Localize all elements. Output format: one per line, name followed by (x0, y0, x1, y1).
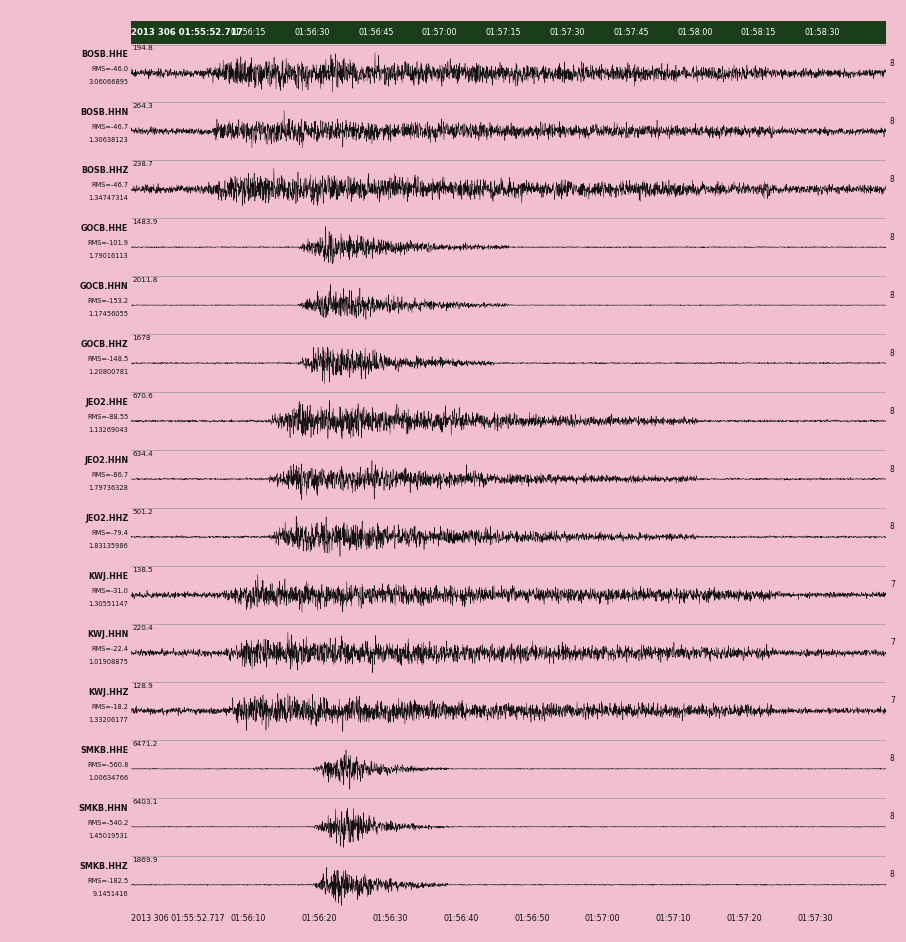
Text: 128.9: 128.9 (132, 683, 153, 689)
Text: SMKB.HHN: SMKB.HHN (79, 804, 129, 813)
Text: 1.17456055: 1.17456055 (88, 311, 129, 317)
Text: 8: 8 (890, 812, 894, 821)
Text: 01:57:10: 01:57:10 (656, 914, 691, 923)
Text: 01:56:30: 01:56:30 (372, 914, 408, 923)
Text: JEO2.HHZ: JEO2.HHZ (85, 513, 129, 523)
Text: 01:57:30: 01:57:30 (549, 28, 585, 37)
Text: 8: 8 (890, 464, 894, 474)
Text: 501.2: 501.2 (132, 509, 153, 515)
Text: 1.30638123: 1.30638123 (89, 137, 129, 143)
Text: RMS=-46.0: RMS=-46.0 (92, 66, 129, 73)
Text: KWJ.HHN: KWJ.HHN (87, 629, 129, 639)
Text: 01:56:45: 01:56:45 (358, 28, 393, 37)
Text: JEO2.HHN: JEO2.HHN (84, 456, 129, 464)
Text: 7: 7 (890, 696, 895, 706)
Text: 1.01908875: 1.01908875 (89, 658, 129, 665)
Text: RMS=-18.2: RMS=-18.2 (92, 704, 129, 710)
Text: 8: 8 (890, 755, 894, 763)
Text: RMS=-46.7: RMS=-46.7 (92, 182, 129, 188)
Text: 01:56:50: 01:56:50 (514, 914, 550, 923)
Text: 6403.1: 6403.1 (132, 799, 158, 805)
Text: 01:57:00: 01:57:00 (422, 28, 458, 37)
Text: RMS=-86.7: RMS=-86.7 (92, 472, 129, 478)
Text: 220.4: 220.4 (132, 625, 153, 631)
Text: BOSB.HHZ: BOSB.HHZ (81, 166, 129, 175)
Text: GOCB.HHN: GOCB.HHN (80, 282, 129, 291)
Text: 1.00634766: 1.00634766 (88, 774, 129, 781)
Text: 2013 306 01:55:52.717: 2013 306 01:55:52.717 (131, 914, 225, 923)
Text: RMS=-148.5: RMS=-148.5 (87, 356, 129, 362)
Text: 01:57:20: 01:57:20 (727, 914, 762, 923)
Text: 1.34747314: 1.34747314 (89, 195, 129, 201)
Text: 670.6: 670.6 (132, 393, 153, 399)
Text: 01:56:15: 01:56:15 (231, 28, 266, 37)
Text: 1.30551147: 1.30551147 (89, 601, 129, 607)
Text: RMS=-101.9: RMS=-101.9 (87, 240, 129, 246)
Text: RMS=-540.2: RMS=-540.2 (87, 820, 129, 826)
Text: SMKB.HHE: SMKB.HHE (81, 746, 129, 755)
Text: 1.33206177: 1.33206177 (89, 717, 129, 723)
Text: RMS=-46.7: RMS=-46.7 (92, 124, 129, 130)
Text: 8: 8 (890, 407, 894, 415)
Text: 1869.9: 1869.9 (132, 857, 158, 863)
Text: 194.8: 194.8 (132, 45, 153, 52)
Text: RMS=-182.5: RMS=-182.5 (87, 878, 129, 884)
Text: GOCB.HHE: GOCB.HHE (82, 224, 129, 233)
Text: 01:57:45: 01:57:45 (613, 28, 649, 37)
Text: 8: 8 (890, 523, 894, 531)
Text: 1483.9: 1483.9 (132, 219, 158, 225)
Text: RMS=-31.0: RMS=-31.0 (92, 588, 129, 594)
Text: 138.5: 138.5 (132, 567, 153, 573)
Text: RMS=-79.4: RMS=-79.4 (92, 530, 129, 536)
Text: 01:58:00: 01:58:00 (677, 28, 712, 37)
Text: 01:56:20: 01:56:20 (302, 914, 337, 923)
Text: 8: 8 (890, 58, 894, 68)
Text: BOSB.HHN: BOSB.HHN (80, 108, 129, 117)
Text: 6471.2: 6471.2 (132, 741, 158, 747)
Text: 8: 8 (890, 233, 894, 242)
Text: 01:58:30: 01:58:30 (805, 28, 840, 37)
Text: 264.3: 264.3 (132, 104, 153, 109)
Text: BOSB.HHE: BOSB.HHE (82, 50, 129, 59)
Text: 1.20800781: 1.20800781 (88, 369, 129, 375)
Text: 238.7: 238.7 (132, 161, 153, 168)
Text: 3.06066895: 3.06066895 (88, 79, 129, 85)
Text: SMKB.HHZ: SMKB.HHZ (80, 862, 129, 870)
Text: 8: 8 (890, 117, 894, 125)
Text: 01:57:00: 01:57:00 (585, 914, 621, 923)
Text: RMS=-22.4: RMS=-22.4 (92, 646, 129, 652)
Text: 7: 7 (890, 580, 895, 590)
Text: 01:57:30: 01:57:30 (797, 914, 833, 923)
Text: 2011.8: 2011.8 (132, 277, 158, 284)
Text: 01:56:30: 01:56:30 (294, 28, 330, 37)
Text: 1.79016113: 1.79016113 (89, 253, 129, 259)
Text: 9.1451416: 9.1451416 (92, 890, 129, 897)
Text: 8: 8 (890, 349, 894, 358)
Text: RMS=-560.8: RMS=-560.8 (87, 762, 129, 768)
Text: 01:57:15: 01:57:15 (486, 28, 521, 37)
Text: KWJ.HHZ: KWJ.HHZ (88, 688, 129, 697)
Text: 1678: 1678 (132, 335, 150, 341)
Text: 1.13269043: 1.13269043 (89, 427, 129, 432)
Text: JEO2.HHE: JEO2.HHE (85, 398, 129, 407)
Text: 634.4: 634.4 (132, 451, 153, 457)
Text: 8: 8 (890, 291, 894, 300)
Text: 1.45019531: 1.45019531 (89, 833, 129, 838)
Text: 1.79736328: 1.79736328 (89, 485, 129, 491)
Text: 01:56:10: 01:56:10 (231, 914, 266, 923)
Text: 2013 306 01:55:52.717: 2013 306 01:55:52.717 (131, 28, 243, 37)
Text: 7: 7 (890, 639, 895, 647)
Text: 01:58:15: 01:58:15 (741, 28, 776, 37)
Text: RMS=-153.2: RMS=-153.2 (87, 299, 129, 304)
Text: 8: 8 (890, 174, 894, 184)
Text: 8: 8 (890, 870, 894, 879)
Text: KWJ.HHE: KWJ.HHE (89, 572, 129, 581)
Text: RMS=-88.55: RMS=-88.55 (87, 414, 129, 420)
Text: 01:56:40: 01:56:40 (443, 914, 478, 923)
Text: GOCB.HHZ: GOCB.HHZ (81, 340, 129, 349)
Text: 1.83135986: 1.83135986 (89, 543, 129, 549)
